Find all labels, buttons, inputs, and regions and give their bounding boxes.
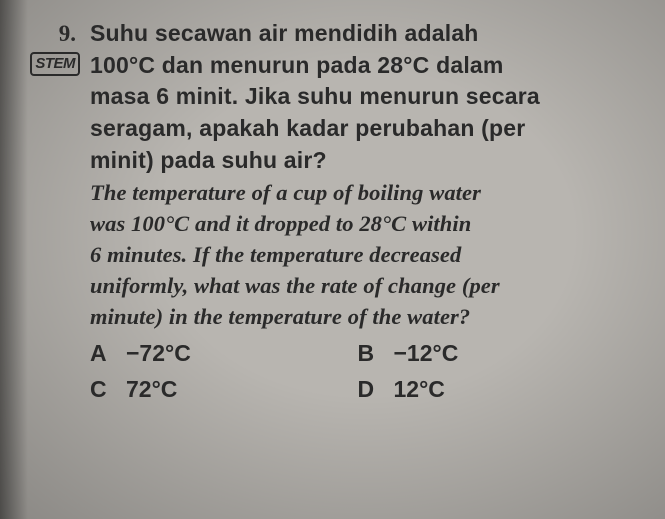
option-d-value: 12°C — [394, 374, 445, 406]
option-c-value: 72°C — [126, 374, 177, 406]
malay-line-5: minit) pada suhu air? — [90, 145, 625, 177]
option-d-letter: D — [358, 374, 380, 406]
malay-line-4: seragam, apakah kadar perubahan (per — [90, 113, 625, 145]
option-a-letter: A — [90, 338, 112, 370]
option-b-letter: B — [358, 338, 380, 370]
malay-line-1: Suhu secawan air mendidih adalah — [90, 18, 625, 50]
option-c-letter: C — [90, 374, 112, 406]
options-grid: A −72°C B −12°C C 72°C D 12°C — [90, 338, 625, 405]
option-a-value: −72°C — [126, 338, 191, 370]
english-line-3: 6 minutes. If the temperature decreased — [90, 239, 625, 270]
english-line-2: was 100°C and it dropped to 28°C within — [90, 208, 625, 239]
malay-line-3: masa 6 minit. Jika suhu menurun secara — [90, 81, 625, 113]
option-d[interactable]: D 12°C — [358, 374, 626, 406]
stem-badge: STEM — [30, 52, 80, 77]
malay-line-2: 100°C dan menurun pada 28°C dalam — [90, 50, 625, 82]
question-first-row: 9. Suhu secawan air mendidih adalah — [28, 18, 625, 50]
stem-badge-wrap: STEM — [28, 50, 90, 77]
option-c[interactable]: C 72°C — [90, 374, 358, 406]
option-b[interactable]: B −12°C — [358, 338, 626, 370]
question-number: 9. — [28, 18, 90, 50]
english-line-1: The temperature of a cup of boiling wate… — [90, 177, 625, 208]
option-a[interactable]: A −72°C — [90, 338, 358, 370]
english-line-4: uniformly, what was the rate of change (… — [90, 270, 625, 301]
english-line-5: minute) in the temperature of the water? — [90, 301, 625, 332]
option-b-value: −12°C — [394, 338, 459, 370]
page-binding-shadow — [0, 0, 28, 519]
stem-row: STEM 100°C dan menurun pada 28°C dalam — [28, 50, 625, 82]
question-block: 9. Suhu secawan air mendidih adalah STEM… — [28, 18, 625, 405]
